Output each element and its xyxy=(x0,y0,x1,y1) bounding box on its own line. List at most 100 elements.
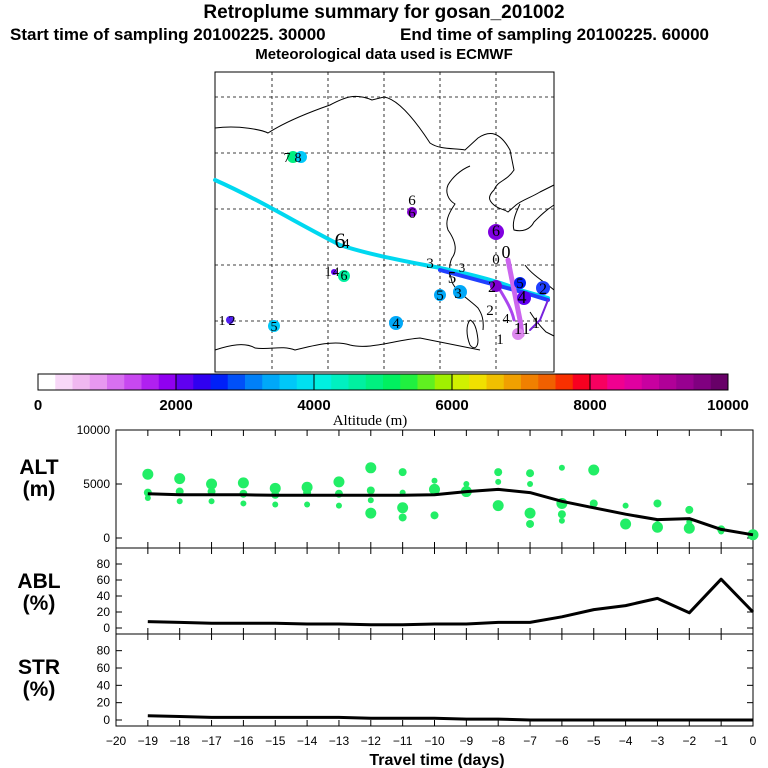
altitude-point xyxy=(524,507,536,519)
x-axis-label: Travel time (days) xyxy=(369,752,504,768)
x-tick-label: 0 xyxy=(750,734,757,748)
altitude-point xyxy=(335,502,342,509)
altitude-point xyxy=(494,468,503,477)
trajectory-path-main xyxy=(213,178,550,300)
altitude-point xyxy=(588,464,600,476)
altitude-point xyxy=(526,519,535,528)
altitude-point xyxy=(526,469,535,478)
colorbar-segment xyxy=(434,374,453,390)
colorbar-tick-label: 0 xyxy=(34,397,42,414)
colorbar-segment xyxy=(452,374,470,390)
map-day-label: 8 xyxy=(295,151,302,166)
map-day-label: 4 xyxy=(503,312,510,327)
map-day-label: 5 xyxy=(448,268,457,287)
map-day-label: 3 xyxy=(426,256,434,272)
x-axis: −20 −19 −18 −17 −16 −15 −14 −13 −12 −11 −10 −9 −8 −7−… xyxy=(106,734,757,748)
map-day-label: 2 xyxy=(229,314,236,329)
altitude-point xyxy=(685,505,694,514)
met-data-text: Meteorological data used is ECMWF xyxy=(255,46,513,63)
map-day-label: 2 xyxy=(539,281,547,298)
x-tick-label: −1 xyxy=(714,734,728,748)
panel-unit: (m) xyxy=(23,478,56,501)
colorbar-segment xyxy=(693,374,712,390)
trajectory-path-south-2 xyxy=(498,288,516,322)
x-tick-label: −12 xyxy=(361,734,382,748)
altitude-point xyxy=(431,477,438,484)
map-position-dot xyxy=(226,316,234,324)
x-tick-label: −10 xyxy=(424,734,445,748)
colorbar-tick-label: 10000 xyxy=(707,397,749,414)
altitude-point xyxy=(651,521,663,533)
map-day-label: 1 xyxy=(219,314,226,329)
y-tick-label: 20 xyxy=(97,696,111,710)
colorbar-tick-label: 2000 xyxy=(159,397,192,414)
map-day-label: 6 xyxy=(408,206,416,222)
map-day-label: 3 xyxy=(459,260,466,275)
map-position-dot xyxy=(331,269,337,275)
panel-frame xyxy=(115,633,754,727)
trajectories xyxy=(213,178,550,338)
map-day-label: 6 xyxy=(341,269,348,284)
x-tick-label: −18 xyxy=(170,734,191,748)
colorbar-segment xyxy=(676,374,694,390)
map-day-label: 6 xyxy=(335,228,346,253)
map-day-label: 6 xyxy=(492,223,500,240)
altitude-point xyxy=(269,482,281,494)
colorbar-tick-label: 4000 xyxy=(297,397,330,414)
colorbar-segment xyxy=(55,374,73,390)
colorbar-segment xyxy=(383,374,401,390)
altitude-point xyxy=(144,495,151,502)
colorbar-segment xyxy=(555,374,574,390)
map-day-label: 1 xyxy=(325,265,332,280)
altitude-point xyxy=(240,500,247,507)
altitude-point xyxy=(237,477,249,489)
map-day-label: 3 xyxy=(454,286,462,302)
map-day-label: 1 xyxy=(532,315,540,332)
altitude-point xyxy=(367,497,374,504)
map-day-label: 2 xyxy=(488,279,496,296)
colorbar-segment xyxy=(538,374,556,390)
map-position-dot xyxy=(338,270,350,282)
map-position-dot xyxy=(295,151,307,163)
colorbar-tick-label: 8000 xyxy=(573,397,606,414)
altitude-point xyxy=(495,478,502,485)
altitude-point xyxy=(430,511,439,520)
trajectory-path-south xyxy=(505,257,525,338)
altitude-point xyxy=(366,486,375,495)
colorbar-segment xyxy=(417,374,436,390)
colorbar-segment xyxy=(521,374,539,390)
map-gridlines xyxy=(215,72,554,372)
colorbar-segment xyxy=(279,374,298,390)
x-tick-label: −20 xyxy=(106,734,127,748)
altitude-point xyxy=(272,501,279,508)
x-tick-label: −4 xyxy=(619,734,633,748)
altitude-point xyxy=(558,517,565,524)
colorbar-label: Altitude (m) xyxy=(333,413,408,429)
x-tick-label: −6 xyxy=(555,734,569,748)
map-position-dot xyxy=(517,291,531,305)
colorbar-segment xyxy=(486,374,505,390)
map-day-label: 7 xyxy=(284,151,291,166)
colorbar-segment xyxy=(227,374,246,390)
altitude-point xyxy=(176,498,183,505)
x-tick-label: −3 xyxy=(651,734,665,748)
y-tick-label: 40 xyxy=(97,589,111,603)
time-series-panels: 0500010000ALT(m)020406080ABL(%)020406080… xyxy=(17,423,759,727)
y-tick-label: 80 xyxy=(97,557,111,571)
x-tick-label: −9 xyxy=(460,734,474,748)
altitude-point xyxy=(398,513,407,522)
colorbar-segment xyxy=(400,374,418,390)
colorbar-segment xyxy=(296,374,315,390)
map-day-label: 6 xyxy=(408,193,416,209)
colorbar-segment xyxy=(365,374,384,390)
mean-altitude-line xyxy=(147,487,754,537)
colorbar-segment xyxy=(348,374,367,390)
map-day-label: 1 xyxy=(496,332,504,348)
colorbar-segment xyxy=(641,374,660,390)
altitude-point xyxy=(365,462,377,474)
map-position-dot xyxy=(389,316,403,330)
colorbar-segment xyxy=(331,374,349,390)
x-tick-label: −7 xyxy=(523,734,537,748)
altitude-point xyxy=(492,500,504,512)
y-tick-label: 80 xyxy=(97,644,111,658)
